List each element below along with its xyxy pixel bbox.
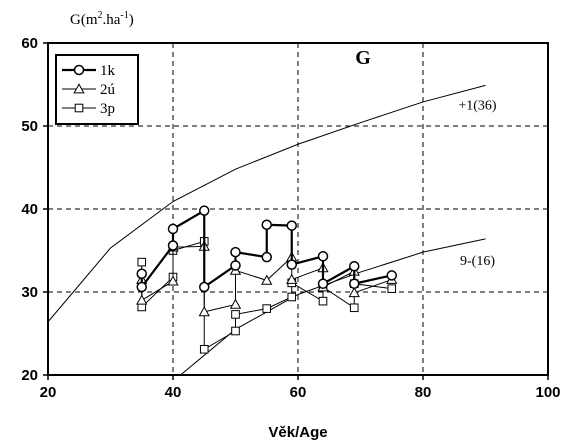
- data-point: [136, 268, 147, 279]
- y-axis-label-base: G(m: [70, 12, 98, 28]
- legend-label: 2ú: [100, 82, 116, 98]
- data-point: [349, 278, 360, 289]
- data-point: [286, 259, 297, 270]
- data-point: [230, 260, 241, 271]
- grid: [48, 43, 548, 375]
- legend-marker: [73, 64, 85, 76]
- data-point: [261, 251, 272, 263]
- data-point: [348, 287, 360, 298]
- y-tick-label: 50: [21, 118, 38, 135]
- x-tick-label: 80: [415, 384, 432, 401]
- y-tick-label: 60: [21, 35, 38, 52]
- data-point: [287, 292, 297, 302]
- data-point: [318, 296, 328, 306]
- data-series: [136, 205, 398, 354]
- data-point: [231, 310, 240, 319]
- data-point: [386, 270, 397, 281]
- reference-curve: [47, 84, 486, 323]
- data-point: [349, 303, 359, 313]
- panel-title: G: [355, 47, 371, 69]
- reference-curve: [180, 238, 486, 376]
- data-point: [167, 275, 179, 286]
- legend-marker: [73, 83, 85, 94]
- legend-label: 1k: [100, 63, 116, 79]
- y-axis-label: G(m2.ha-1): [70, 10, 134, 28]
- data-point: [286, 273, 298, 284]
- reference-curve-label: +1(36): [458, 98, 497, 113]
- y-axis-label-mid: .ha: [103, 12, 121, 28]
- y-axis-label-sup2: -1: [120, 10, 128, 21]
- series-circle: [136, 205, 397, 293]
- data-point: [198, 306, 210, 317]
- data-point: [286, 220, 297, 231]
- data-point: [136, 294, 148, 305]
- reference-curve-label: 9-(16): [460, 254, 495, 269]
- y-tick-label: 40: [21, 201, 38, 218]
- data-point: [137, 257, 147, 267]
- y-axis-label-end: ): [129, 12, 134, 28]
- y-tick-label: 20: [21, 367, 38, 384]
- data-point: [167, 223, 179, 235]
- y-axis-label-sup1: 2: [98, 10, 103, 21]
- data-point: [387, 284, 397, 293]
- data-point: [167, 240, 179, 251]
- x-tick-label: 20: [40, 384, 57, 401]
- x-tick-label: 40: [165, 384, 182, 401]
- data-point: [230, 246, 241, 258]
- legend-entry: 3p: [62, 101, 115, 117]
- data-point: [199, 344, 209, 354]
- legend-entry: 1k: [62, 63, 116, 79]
- data-point: [199, 281, 210, 293]
- legend: 1k 2ú 3p: [55, 54, 139, 125]
- data-point: [229, 298, 242, 309]
- y-tick-label: 30: [21, 284, 38, 301]
- data-point: [261, 219, 272, 231]
- data-point: [199, 205, 210, 216]
- legend-entry: 2ú: [62, 82, 116, 98]
- data-point: [262, 304, 272, 313]
- data-point: [261, 274, 273, 285]
- data-point: [317, 278, 329, 289]
- x-tick-label: 100: [535, 384, 560, 401]
- data-point: [136, 281, 147, 293]
- reference-curves: +1(36) 9-(16): [47, 84, 497, 376]
- x-tick-label: 60: [290, 384, 307, 401]
- data-point: [349, 261, 360, 272]
- ticks: 20 40 60 80 100 20 30 40 50 60: [21, 35, 560, 401]
- data-point: [231, 326, 240, 336]
- legend-marker: [74, 103, 84, 113]
- data-point: [317, 251, 329, 262]
- legend-label: 3p: [100, 101, 115, 117]
- x-axis-label: Věk/Age: [268, 424, 327, 441]
- legend-box: [55, 54, 139, 125]
- series-line: [141, 245, 392, 313]
